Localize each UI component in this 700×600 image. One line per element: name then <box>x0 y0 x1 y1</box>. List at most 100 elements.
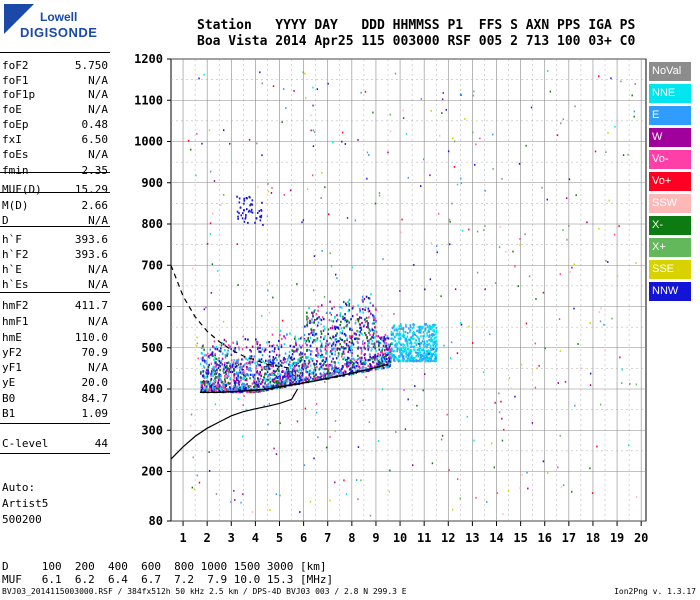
noise-point <box>217 270 219 272</box>
echo-point <box>366 325 368 329</box>
echo-point <box>330 375 332 378</box>
echo-point <box>203 375 206 379</box>
echo-point <box>212 387 214 390</box>
echo-point <box>343 319 346 322</box>
echo-point <box>406 335 409 338</box>
echo-point <box>348 373 351 376</box>
echo-point <box>258 364 260 367</box>
echo-point <box>394 335 396 338</box>
noise-point <box>559 434 561 437</box>
echo-point <box>383 360 386 363</box>
noise-point <box>629 383 631 385</box>
noise-point <box>484 189 486 192</box>
echo-point <box>268 374 270 377</box>
noise-point <box>546 70 549 72</box>
echo-point <box>331 325 334 328</box>
echo-point <box>379 354 381 357</box>
echo-point <box>430 357 432 360</box>
echo-point <box>204 383 206 387</box>
echo-point <box>389 364 391 368</box>
echo-point <box>343 369 346 373</box>
echo-point <box>324 347 326 350</box>
noise-point <box>531 371 534 374</box>
echo-point <box>232 341 234 344</box>
echo-point <box>372 343 375 346</box>
noise-point <box>281 319 284 322</box>
noise-point <box>456 478 459 481</box>
echo-point <box>381 358 383 362</box>
echo-point <box>397 340 400 344</box>
echo-point <box>357 357 360 361</box>
echo-point <box>417 348 420 351</box>
echo-point <box>236 371 238 374</box>
echo-point <box>344 362 346 366</box>
echo-point <box>200 383 203 386</box>
echo-point <box>435 342 438 345</box>
echo-point <box>429 359 432 363</box>
echo-point <box>415 360 418 363</box>
noise-point <box>571 490 573 493</box>
echo-point <box>220 361 222 364</box>
stat-row-b0: B0 84.7 <box>2 392 108 406</box>
echo-point <box>390 356 393 359</box>
noise-point <box>429 278 432 281</box>
stat-label: foF1 <box>2 74 29 87</box>
echo-point <box>304 362 307 365</box>
noise-point <box>530 106 533 109</box>
echo-point <box>434 323 437 327</box>
echo-point <box>219 350 222 353</box>
echo-point <box>230 387 232 390</box>
echo-point <box>202 365 205 368</box>
x-tick-label: 2 <box>204 531 211 545</box>
echo-point <box>278 379 280 383</box>
echo-point <box>231 364 234 367</box>
echo-point <box>302 352 304 355</box>
noise-point <box>245 357 247 360</box>
noise-point <box>230 305 233 308</box>
stat-label: D <box>2 214 9 227</box>
echo-point <box>335 366 337 369</box>
echo-point <box>376 367 378 371</box>
echo-point <box>313 368 316 371</box>
noise-point <box>387 151 389 154</box>
echo-point <box>361 321 363 325</box>
echo-point <box>373 356 376 360</box>
echo-point <box>294 377 297 381</box>
echo-point <box>347 344 350 347</box>
echo-point <box>214 377 216 380</box>
noise-point <box>193 488 196 491</box>
echo-point <box>289 365 291 368</box>
echo-point <box>226 364 228 368</box>
noise-point <box>459 497 461 500</box>
echo-point <box>428 339 430 342</box>
echo-point <box>352 343 355 346</box>
noise-point <box>459 321 462 324</box>
echo-point <box>231 370 234 373</box>
noise-point <box>261 82 264 85</box>
echo-point <box>231 365 234 368</box>
x-tick-label: 3 <box>228 531 235 545</box>
echo-point <box>308 359 310 362</box>
echo-point <box>368 331 370 334</box>
echo-point <box>248 367 250 370</box>
echo-point <box>249 349 251 352</box>
echo-point <box>422 347 425 350</box>
echo-point <box>290 373 292 376</box>
echo-point <box>375 332 377 335</box>
stat-label: M(D) <box>2 199 29 212</box>
echo-point <box>364 320 367 324</box>
echo-point <box>202 370 204 373</box>
noise-point <box>635 383 638 386</box>
echo-point <box>207 372 210 375</box>
echo-point <box>397 360 400 363</box>
noise-point <box>401 218 403 221</box>
noise-point <box>241 435 244 438</box>
echo-point <box>303 339 306 342</box>
echo-point <box>366 319 368 323</box>
echo-point <box>291 374 293 378</box>
echo-point <box>395 345 398 348</box>
echo-point <box>253 385 256 389</box>
echo-point <box>210 373 212 376</box>
echo-point <box>221 352 224 355</box>
noise-point <box>285 380 287 382</box>
